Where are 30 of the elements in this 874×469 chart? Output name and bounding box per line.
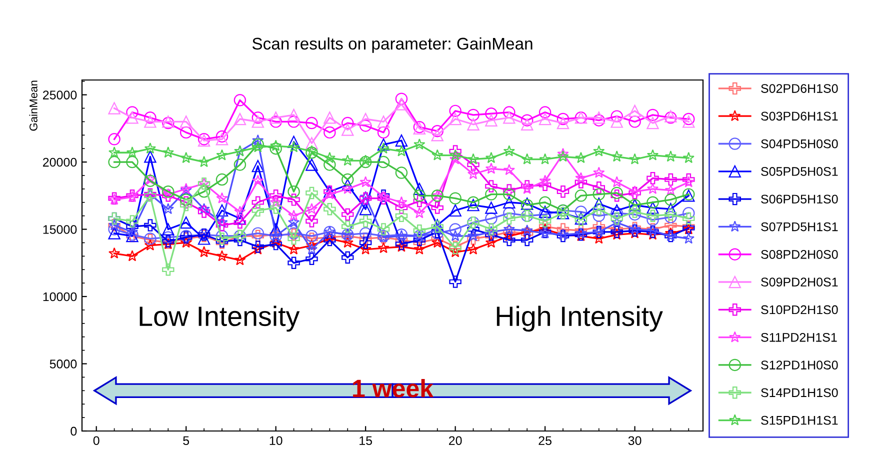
y-tick-label: 10000 bbox=[43, 292, 77, 302]
x-tick-label: 25 bbox=[538, 436, 552, 446]
x-tick-label: 0 bbox=[93, 436, 100, 446]
x-tick-label: 10 bbox=[270, 436, 282, 446]
legend-label: S11PD2H1S1 bbox=[761, 332, 837, 342]
legend-label: S03PD6H1S1 bbox=[761, 112, 838, 121]
y-tick-label: 5000 bbox=[50, 360, 77, 368]
legend-label: S07PD5H1S1 bbox=[761, 222, 838, 232]
legend-label: S02PD6H1S0 bbox=[761, 84, 838, 93]
x-tick-label: 15 bbox=[360, 436, 372, 446]
legend-label: S15PD1H1S1 bbox=[761, 416, 838, 425]
x-tick-label: 20 bbox=[448, 436, 462, 446]
y-tick-label: 25000 bbox=[43, 90, 77, 100]
x-tick-label: 30 bbox=[628, 436, 642, 446]
legend-label: S04PD5H0S0 bbox=[761, 139, 838, 148]
legend-label: S05PD5H0S1 bbox=[761, 167, 838, 176]
legend-label: S06PD5H1S0 bbox=[761, 194, 838, 204]
legend-label: S12PD1H0S0 bbox=[761, 360, 838, 370]
chart-title: Scan results on parameter: GainMean bbox=[252, 37, 532, 53]
legend-label: S09PD2H0S1 bbox=[761, 278, 838, 287]
annotation: High Intensity bbox=[496, 306, 663, 332]
x-tick-label: 5 bbox=[183, 436, 190, 446]
y-tick-label: 15000 bbox=[43, 225, 77, 234]
legend-label: S14PD1H1S0 bbox=[761, 388, 838, 398]
y-tick-label: 0 bbox=[70, 426, 77, 436]
y-axis-title: GainMean bbox=[29, 80, 38, 131]
y-tick-label: 20000 bbox=[43, 158, 77, 167]
legend-label: S10PD2H1S0 bbox=[761, 305, 838, 314]
legend-label: S08PD2H0S0 bbox=[761, 250, 838, 259]
annotation: Low Intensity bbox=[140, 306, 300, 332]
